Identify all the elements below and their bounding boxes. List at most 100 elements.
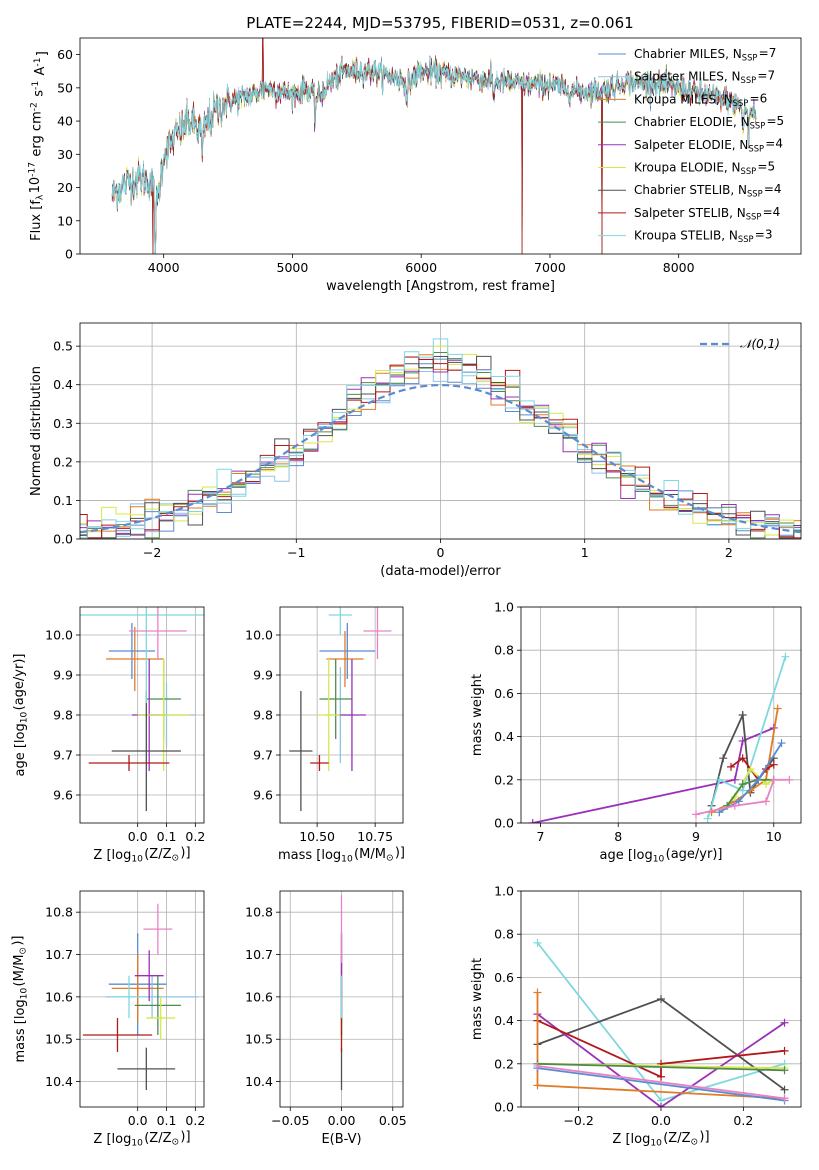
axes-frame <box>520 606 802 824</box>
axes-frame <box>520 890 802 1108</box>
plot-area <box>533 938 789 1107</box>
x-tick-label: 10 <box>766 829 782 844</box>
x-tick-label: −0.2 <box>563 1113 593 1128</box>
data-point <box>129 607 187 659</box>
x-tick-label: 0 <box>437 545 445 560</box>
weight-marker <box>730 775 739 784</box>
x-tick-label: 0.00 <box>328 1113 356 1128</box>
axes-frame <box>79 606 205 824</box>
data-point <box>328 607 352 635</box>
y-tick-label: 0.4 <box>53 377 73 392</box>
legend-entry: Kroupa STELIB, NSSP =3 <box>634 228 772 245</box>
y-tick-label: 10.4 <box>245 1074 273 1089</box>
data-point <box>108 623 155 679</box>
weight-marker <box>781 652 790 661</box>
y-axis-label: mass weight <box>470 674 485 756</box>
y-tick-label: 10.5 <box>45 1032 73 1047</box>
axes-frame <box>79 322 802 540</box>
y-tick-label: 0.8 <box>494 643 514 658</box>
y-tick-label: 0.2 <box>494 772 514 787</box>
weight-marker <box>533 1081 542 1090</box>
y-tick-label: 0.0 <box>53 532 73 547</box>
weight-marker <box>777 739 786 748</box>
chart-residuals: −2 −1 0 1 2 0.0 0.1 0.2 0.3 0.4 0.5 (data-model)/er… <box>29 322 802 579</box>
plot-area <box>111 38 757 254</box>
weight-marker <box>769 760 778 769</box>
histogram-step <box>80 345 801 539</box>
x-tick-label: 2 <box>725 545 733 560</box>
data-point <box>111 691 181 811</box>
weight-marker <box>780 1046 789 1055</box>
weight-series-line <box>726 778 774 807</box>
data-point <box>105 627 164 691</box>
y-tick-label: 9.8 <box>53 708 73 723</box>
legend-entry: Chabrier MILES, NSSP =7 <box>634 46 776 63</box>
chart-weight-vs-age: 7 8 9 10 0.0 0.2 0.4 0.6 0.8 1.0 age [log10 (age/y… <box>470 600 802 865</box>
histogram-step <box>80 355 801 539</box>
axes-frame <box>79 37 802 255</box>
plot-area <box>82 903 199 1091</box>
x-tick-label: 0.0 <box>651 1113 671 1128</box>
weight-marker <box>730 801 739 810</box>
x-axis-label: Z [log10 (Z/Z⊙ )] <box>93 846 190 865</box>
data-point <box>143 903 173 955</box>
x-tick-label: 0.0 <box>128 829 148 844</box>
spectrum-series-line <box>111 57 757 254</box>
y-tick-label: 10.0 <box>45 628 73 643</box>
y-tick-label: 0.1 <box>53 493 73 508</box>
plot-area <box>289 607 392 811</box>
y-axis-label: Normed distribution <box>29 366 44 496</box>
plot-area <box>80 338 801 539</box>
weight-series-line <box>706 656 787 819</box>
y-tick-label: 1.0 <box>494 884 514 899</box>
data-point <box>363 607 392 659</box>
weight-series-line <box>537 1062 785 1072</box>
weight-marker <box>738 780 747 789</box>
weight-series <box>528 723 778 823</box>
x-axis-label: Z [log10 (Z/Z⊙ )] <box>612 1130 709 1149</box>
chart-spectrum: 4000 5000 6000 7000 8000 0 10 20 30 40 50 60 wavelen… <box>28 14 802 294</box>
data-point <box>310 755 329 771</box>
weight-marker <box>738 711 747 719</box>
y-tick-label: 10.6 <box>45 989 73 1004</box>
y-tick-label: 0.4 <box>494 729 514 744</box>
y-tick-label: 9.7 <box>53 748 73 763</box>
weight-marker <box>734 797 743 806</box>
histogram-step <box>80 354 801 536</box>
weight-series-line <box>532 727 775 823</box>
x-axis-label: (data-model)/error <box>380 564 501 579</box>
chart-age-vs-mass: 10.50 10.75 9.6 9.7 9.8 9.9 10.0 mass [log10 (M… <box>245 606 405 865</box>
data-point <box>338 659 366 771</box>
y-tick-label: 10.7 <box>245 947 273 962</box>
plot-area <box>528 652 794 823</box>
y-tick-label: 40 <box>57 114 73 129</box>
y-tick-label: 0.2 <box>53 454 73 469</box>
weight-marker <box>533 1061 542 1070</box>
axes-frame <box>79 890 205 1108</box>
weight-marker <box>773 704 782 713</box>
weight-marker <box>528 819 537 823</box>
y-tick-label: 0.0 <box>494 816 514 831</box>
y-tick-label: 0.3 <box>53 416 73 431</box>
weight-marker <box>762 797 770 806</box>
y-tick-label: 0.8 <box>494 927 514 942</box>
legend: Chabrier MILES, NSSP =7 Salpeter MILES, N… <box>598 46 784 244</box>
data-point <box>114 975 144 1019</box>
x-axis-label: wavelength [Angstrom, rest frame] <box>326 279 555 294</box>
weight-marker <box>780 1085 789 1094</box>
weight-marker <box>715 775 724 784</box>
x-axis-label: age [log10 (age/yr)] <box>600 847 723 865</box>
weight-marker <box>703 814 712 823</box>
legend-entry: Kroupa ELODIE, NSSP =5 <box>634 159 775 176</box>
y-tick-label: 0.2 <box>494 1056 514 1071</box>
histogram-step <box>80 358 801 539</box>
x-tick-label: 9 <box>692 829 700 844</box>
y-tick-label: 10.6 <box>245 989 273 1004</box>
data-point <box>134 950 164 1002</box>
weight-marker <box>738 754 747 763</box>
x-axis-label: Z [log10 (Z/Z⊙ )] <box>93 1130 190 1149</box>
y-tick-label: 10.8 <box>245 905 273 920</box>
axes-frame <box>279 890 404 1108</box>
normal-reference-curve <box>80 383 801 534</box>
